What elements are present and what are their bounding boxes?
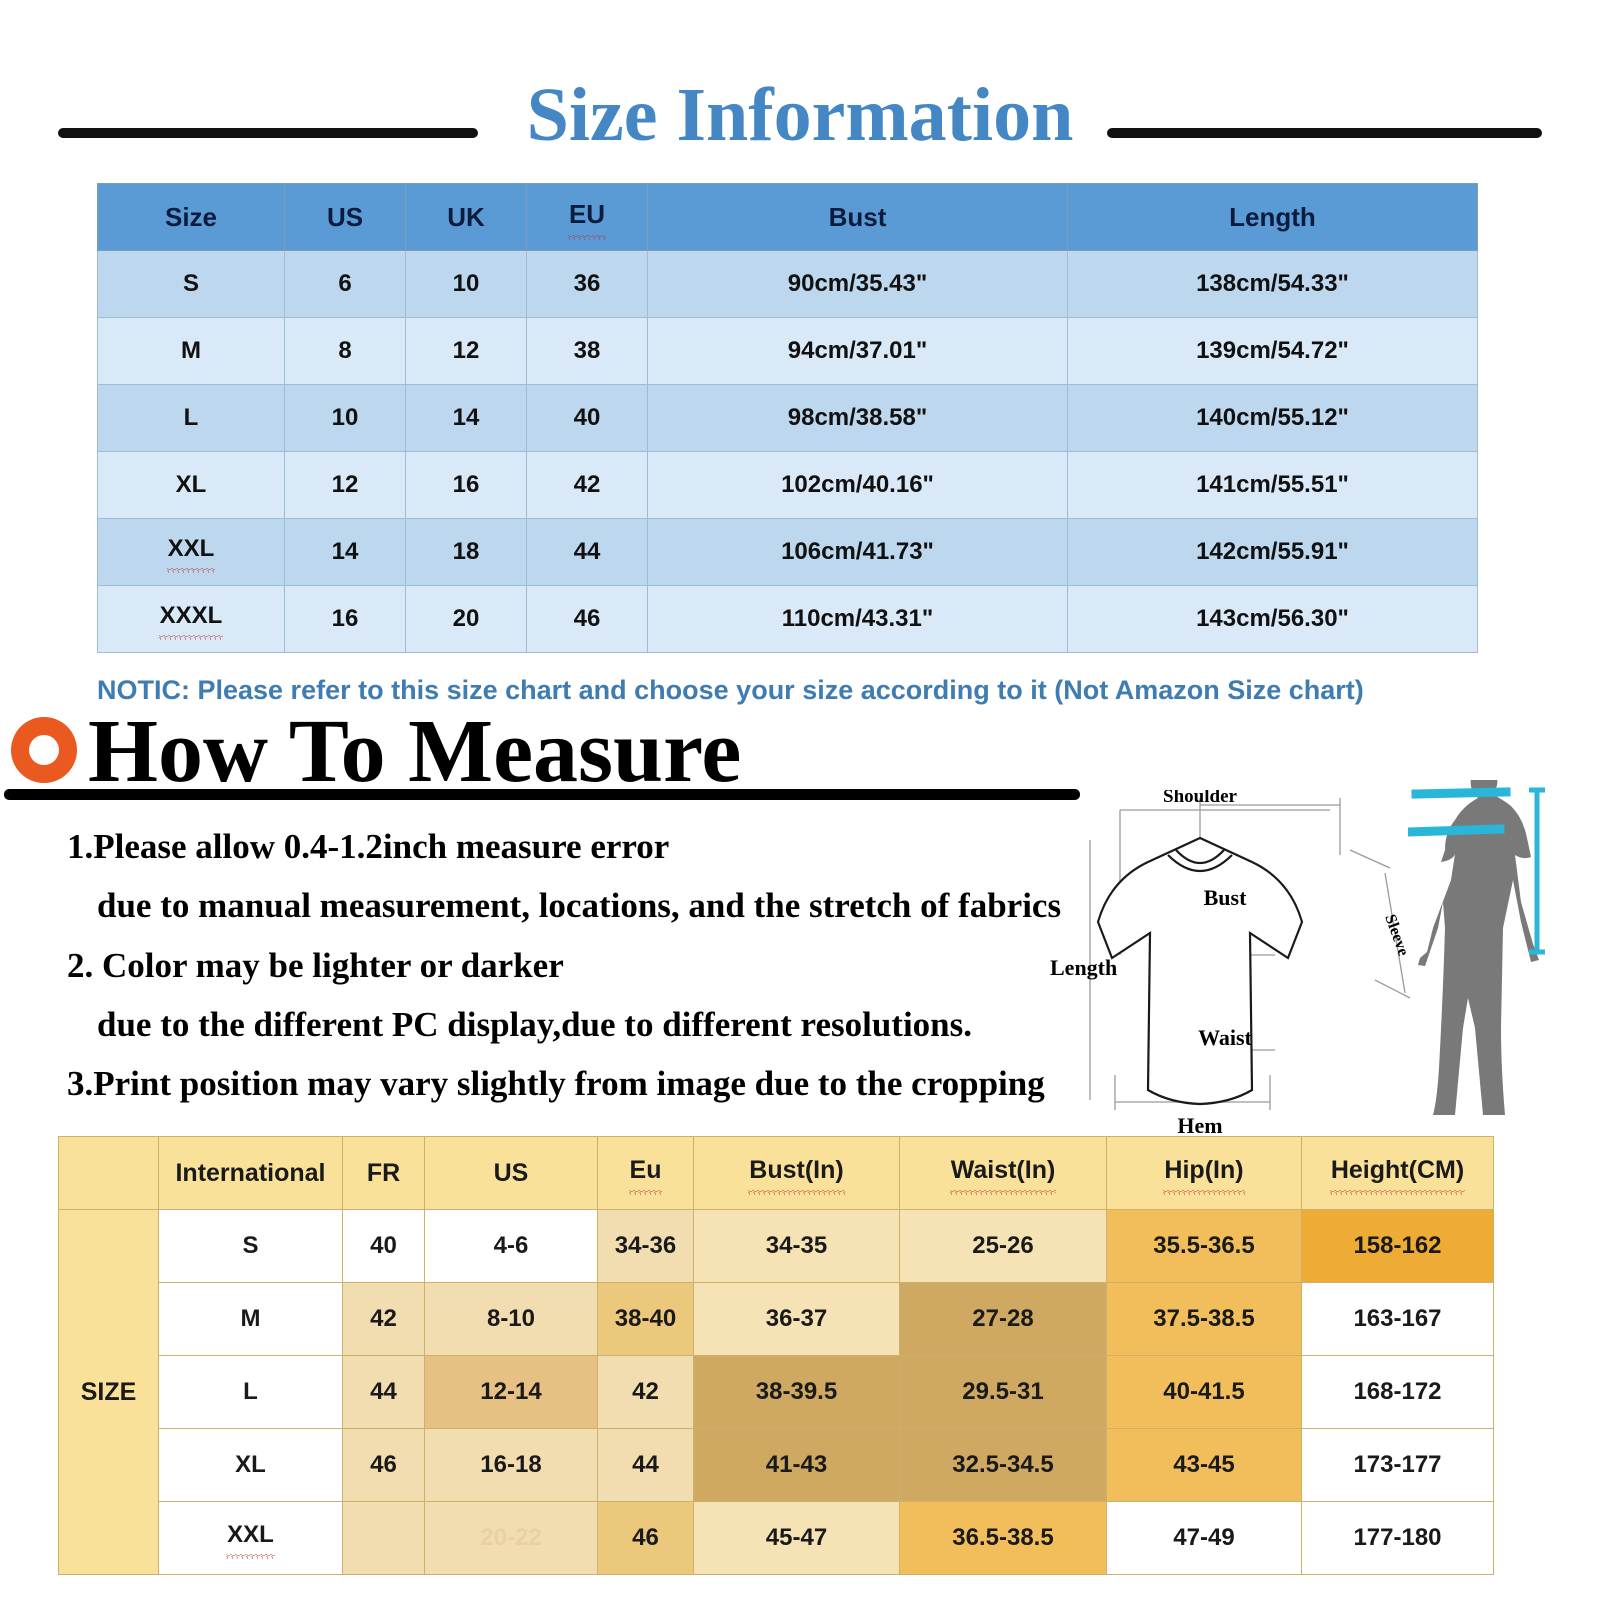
svg-text:Bust: Bust [1204, 885, 1247, 910]
svg-text:Hem: Hem [1177, 1113, 1222, 1138]
svg-text:Length: Length [1050, 955, 1117, 980]
svg-text:Shoulder: Shoulder [1163, 790, 1237, 807]
svg-text:Waist: Waist [1198, 1025, 1252, 1050]
